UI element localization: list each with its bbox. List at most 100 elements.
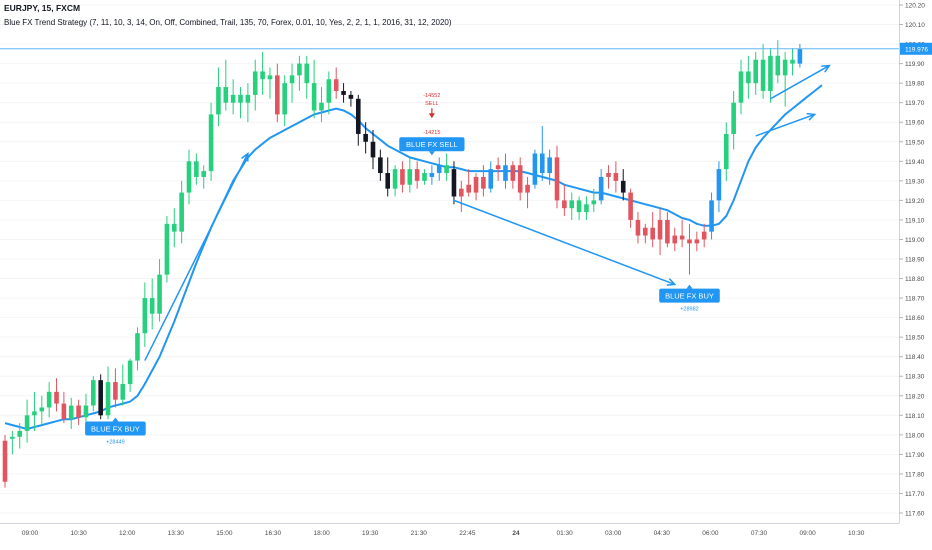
sell-signal-label[interactable]: BLUE FX SELL -14215 xyxy=(399,130,465,156)
candle[interactable] xyxy=(201,165,207,189)
candle[interactable] xyxy=(98,374,103,420)
candle[interactable] xyxy=(370,130,376,170)
candle[interactable] xyxy=(164,216,170,283)
candle[interactable] xyxy=(591,188,597,213)
candle[interactable] xyxy=(672,227,678,252)
candle[interactable] xyxy=(488,161,494,193)
candle[interactable] xyxy=(731,90,736,150)
candle[interactable] xyxy=(547,149,552,185)
candle[interactable] xyxy=(113,368,118,408)
candle[interactable] xyxy=(694,231,700,252)
candle[interactable] xyxy=(569,192,575,220)
buy-signal-label[interactable]: BLUE FX BUY +28982 xyxy=(659,284,720,313)
candle[interactable] xyxy=(532,149,538,189)
candle[interactable] xyxy=(385,157,391,197)
candle[interactable] xyxy=(304,55,310,99)
candle[interactable] xyxy=(613,161,619,193)
candle[interactable] xyxy=(355,94,361,146)
buy-signal-label[interactable]: BLUE FX BUY +28449 xyxy=(85,417,146,445)
candle[interactable] xyxy=(554,145,560,209)
candle[interactable] xyxy=(709,192,714,240)
candle[interactable] xyxy=(503,153,508,189)
candle[interactable] xyxy=(289,63,295,103)
candle[interactable] xyxy=(665,212,670,248)
candle[interactable] xyxy=(54,378,59,412)
candle[interactable] xyxy=(311,59,317,119)
candle[interactable] xyxy=(32,391,37,431)
candle[interactable] xyxy=(738,59,744,115)
candle[interactable] xyxy=(186,149,192,205)
candle[interactable] xyxy=(91,376,96,412)
candle[interactable] xyxy=(83,393,89,424)
candle[interactable] xyxy=(68,397,74,429)
candle[interactable] xyxy=(39,395,45,426)
candle[interactable] xyxy=(61,391,67,424)
candle[interactable] xyxy=(252,59,258,111)
candle[interactable] xyxy=(584,196,589,220)
candle[interactable] xyxy=(378,149,383,181)
candle[interactable] xyxy=(407,157,413,193)
candle[interactable] xyxy=(643,223,648,244)
candle[interactable] xyxy=(267,67,273,99)
candle[interactable] xyxy=(679,219,685,248)
candle[interactable] xyxy=(238,87,243,119)
candle[interactable] xyxy=(127,358,133,392)
candle[interactable] xyxy=(657,208,663,256)
candle[interactable] xyxy=(459,180,464,213)
candle[interactable] xyxy=(473,173,479,201)
candle[interactable] xyxy=(628,188,633,228)
candle[interactable] xyxy=(333,67,339,99)
candle[interactable] xyxy=(539,126,545,181)
candle[interactable] xyxy=(149,278,155,330)
candle[interactable] xyxy=(620,169,626,201)
candle[interactable] xyxy=(635,212,641,244)
candle[interactable] xyxy=(76,399,81,426)
candle[interactable] xyxy=(120,364,126,406)
candle[interactable] xyxy=(319,87,324,123)
candle[interactable] xyxy=(782,51,788,107)
candle[interactable] xyxy=(414,161,420,189)
candle[interactable] xyxy=(230,79,236,115)
candle[interactable] xyxy=(451,161,457,205)
candle[interactable] xyxy=(436,157,442,181)
candle[interactable] xyxy=(576,196,582,220)
candle[interactable] xyxy=(525,176,530,209)
candle[interactable] xyxy=(348,90,354,107)
candle[interactable] xyxy=(790,47,795,76)
candle[interactable] xyxy=(701,223,707,248)
candle[interactable] xyxy=(517,157,523,201)
candle[interactable] xyxy=(194,153,199,185)
candle[interactable] xyxy=(510,161,516,189)
candle[interactable] xyxy=(481,165,486,197)
candle[interactable] xyxy=(716,161,722,213)
candle[interactable] xyxy=(208,102,214,181)
candle[interactable] xyxy=(753,51,759,95)
candle[interactable] xyxy=(2,434,8,488)
candle[interactable] xyxy=(400,161,405,193)
candle[interactable] xyxy=(768,47,773,103)
candle[interactable] xyxy=(392,165,398,197)
candle[interactable] xyxy=(687,223,692,275)
candle[interactable] xyxy=(326,71,332,115)
candle[interactable] xyxy=(245,83,251,123)
candle[interactable] xyxy=(135,327,140,371)
candle[interactable] xyxy=(24,399,30,443)
candle[interactable] xyxy=(746,55,751,99)
candle[interactable] xyxy=(598,169,604,205)
candle[interactable] xyxy=(10,430,15,455)
candle[interactable] xyxy=(429,165,435,185)
candle[interactable] xyxy=(797,44,803,68)
candle[interactable] xyxy=(105,366,111,420)
candle[interactable] xyxy=(17,423,23,449)
candle[interactable] xyxy=(171,208,177,248)
candle[interactable] xyxy=(775,40,781,84)
candle[interactable] xyxy=(341,83,346,103)
candle[interactable] xyxy=(363,122,368,154)
candle[interactable] xyxy=(444,153,449,181)
candle[interactable] xyxy=(760,44,766,99)
candle[interactable] xyxy=(179,180,184,244)
candle[interactable] xyxy=(216,67,221,127)
candle[interactable] xyxy=(650,212,655,248)
candle[interactable] xyxy=(223,59,229,111)
